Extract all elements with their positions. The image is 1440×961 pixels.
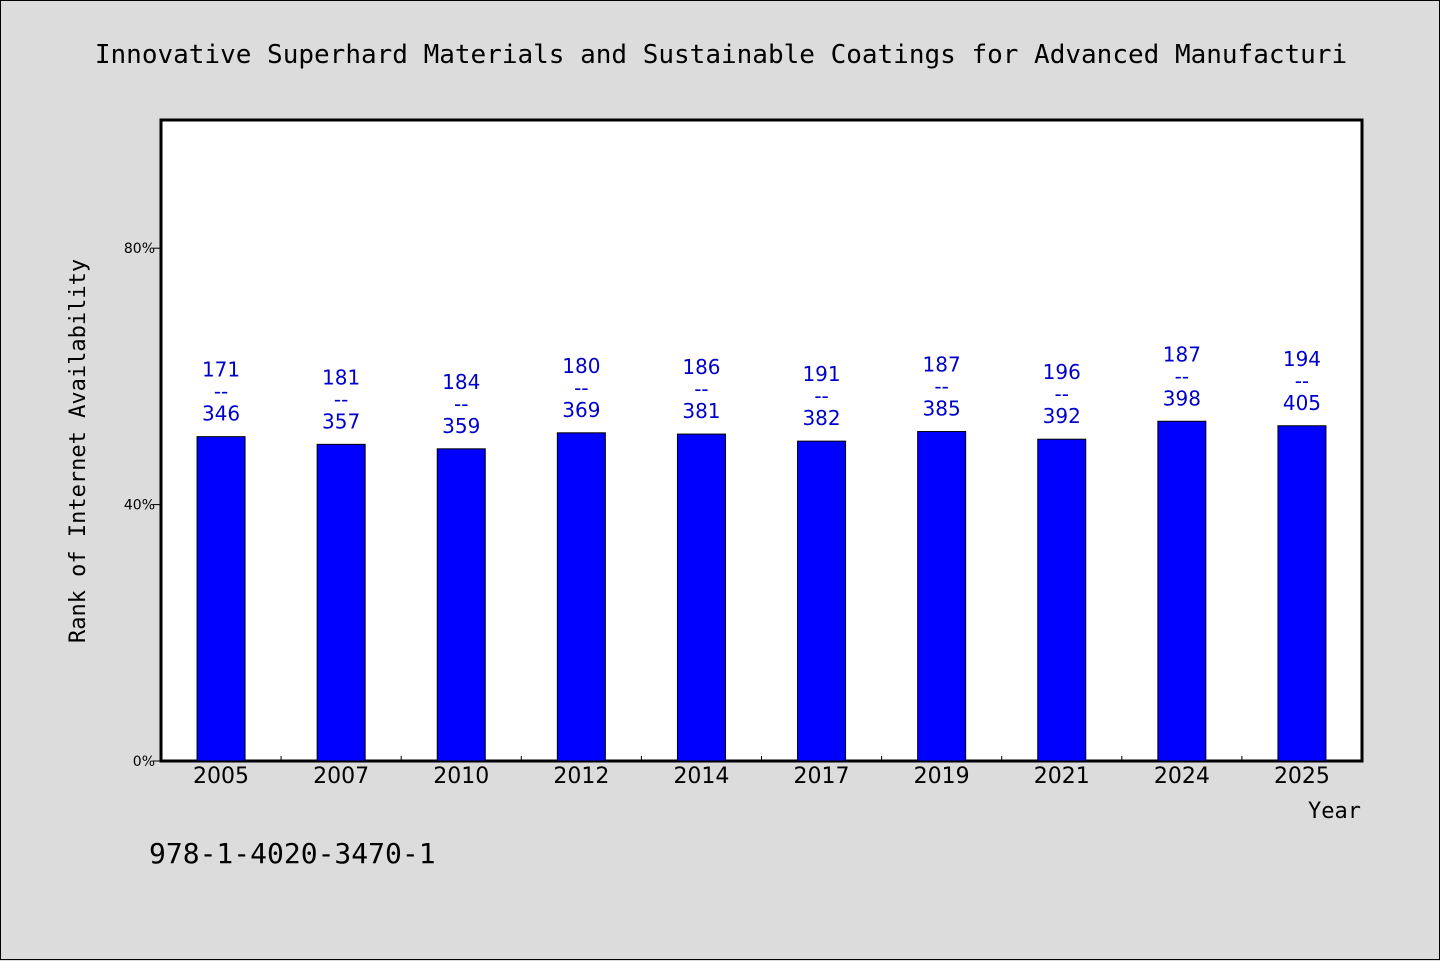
bar — [1277, 425, 1327, 762]
bar-data-label: -- — [454, 392, 468, 416]
y-tick-label: 0% — [133, 754, 155, 770]
x-tick-label: 2024 — [1154, 764, 1210, 789]
y-tick-label: 40% — [124, 498, 155, 514]
x-axis: 2005 2007 2010 2012 2014 2017 2019 2021 2024 2025 — [193, 756, 1330, 789]
x-tick-label: 2005 — [193, 764, 249, 789]
bar-data-label: 187 — [923, 353, 961, 377]
x-tick-label: 2012 — [553, 764, 609, 789]
bar — [1037, 438, 1087, 762]
y-tick-label: 80% — [124, 241, 155, 257]
bar-data-label: 184 — [442, 370, 480, 394]
bar-data-label: 186 — [682, 355, 720, 379]
x-tick-label: 2014 — [673, 764, 729, 789]
x-tick-label: 2010 — [433, 764, 489, 789]
bar-data-label: 196 — [1043, 360, 1081, 384]
bar-data-label: -- — [1295, 369, 1309, 393]
bar-data-label: 180 — [562, 354, 600, 378]
bar-data-label: -- — [574, 376, 588, 400]
bar-data-label: 381 — [682, 399, 720, 423]
bar-data-label: 405 — [1283, 391, 1321, 415]
chart-title: Innovative Superhard Materials and Susta… — [95, 40, 1347, 70]
bar-data-label: 191 — [802, 362, 840, 386]
bar-data-label: 369 — [562, 398, 600, 422]
bar-data-label: -- — [214, 380, 228, 404]
bar-data-label: -- — [334, 387, 348, 411]
bar-data-label: 392 — [1043, 404, 1081, 428]
bar-data-label: -- — [694, 377, 708, 401]
x-tick-label: 2017 — [794, 764, 850, 789]
x-tick-label: 2021 — [1034, 764, 1090, 789]
bar — [676, 433, 726, 762]
bar-series — [196, 420, 1327, 762]
bar — [316, 443, 366, 762]
bar-data-label: -- — [1175, 364, 1189, 388]
y-axis: 0% 40% 80% — [124, 241, 161, 770]
data-labels: 171--346181--357184--359180--369186--381… — [202, 342, 1321, 438]
x-axis-label: Year — [1308, 799, 1361, 824]
y-axis-label: Rank of Internet Availability — [66, 259, 91, 643]
bar — [917, 431, 967, 762]
x-tick-label: 2025 — [1274, 764, 1330, 789]
bar — [797, 440, 847, 762]
bar-data-label: 382 — [802, 406, 840, 430]
bar-data-label: 385 — [923, 397, 961, 421]
bar — [196, 436, 246, 762]
bar-data-label: -- — [814, 384, 828, 408]
bar-data-label: -- — [1055, 382, 1069, 406]
bar-data-label: 194 — [1283, 347, 1321, 371]
x-tick-label: 2019 — [914, 764, 970, 789]
x-tick-label: 2007 — [313, 764, 369, 789]
bar-data-label: 346 — [202, 402, 240, 426]
bar-data-label: 357 — [322, 409, 360, 433]
bar-data-label: 171 — [202, 358, 240, 382]
bar-data-label: 398 — [1163, 386, 1201, 410]
bar — [556, 432, 606, 762]
isbn-label: 978-1-4020-3470-1 — [149, 837, 436, 870]
bar-data-label: 359 — [442, 414, 480, 438]
bar-data-label: 181 — [322, 365, 360, 389]
bar — [436, 448, 486, 762]
bar — [1157, 420, 1207, 762]
bar-data-label: -- — [934, 375, 948, 399]
bar-data-label: 187 — [1163, 342, 1201, 366]
